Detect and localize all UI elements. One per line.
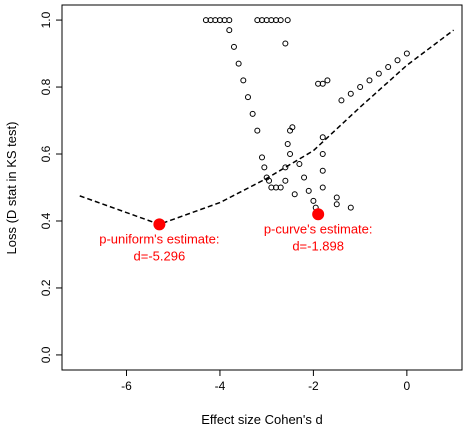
estimate-label: p-uniform's estimate: <box>99 231 219 246</box>
point <box>319 184 326 191</box>
dashed-line <box>79 29 455 226</box>
point <box>249 110 256 117</box>
point <box>301 174 308 181</box>
x-tick-label: -4 <box>215 379 226 393</box>
plot-box <box>61 4 463 371</box>
point <box>338 97 345 104</box>
estimate-label: p-curve's estimate: <box>264 221 373 236</box>
point <box>319 80 326 87</box>
point <box>254 127 261 134</box>
point <box>357 84 364 91</box>
point <box>319 134 326 141</box>
point <box>259 154 265 161</box>
point <box>310 197 317 204</box>
point <box>324 77 331 84</box>
point <box>403 50 410 57</box>
point <box>305 187 312 194</box>
y-tick-label: 1.0 <box>39 11 53 28</box>
point <box>266 177 273 184</box>
y-tick-label: 0.2 <box>39 279 53 296</box>
point <box>375 70 382 77</box>
estimate-point <box>153 218 166 231</box>
point <box>385 63 392 70</box>
point <box>277 184 284 191</box>
estimate-label: d=-1.898 <box>292 238 344 253</box>
y-tick-label: 0.0 <box>39 346 53 363</box>
point <box>226 27 233 34</box>
point <box>287 151 294 158</box>
point <box>282 40 289 47</box>
point <box>347 204 354 211</box>
point <box>347 90 354 97</box>
x-tick-label: 0 <box>404 379 411 393</box>
estimate-point <box>312 208 325 221</box>
point <box>244 94 251 101</box>
point <box>291 191 298 198</box>
point <box>289 124 296 131</box>
y-tick-label: 0.8 <box>39 78 53 95</box>
point <box>284 140 291 147</box>
x-axis-label: Effect size Cohen's d <box>201 412 322 427</box>
point <box>394 57 401 64</box>
point <box>319 151 326 158</box>
point <box>366 77 373 84</box>
point <box>333 201 340 208</box>
y-axis-label: Loss (D stat in KS test) <box>4 122 19 255</box>
point <box>282 164 289 171</box>
x-tick-label: -6 <box>121 379 132 393</box>
x-tick-label: -2 <box>308 379 319 393</box>
point <box>226 17 233 24</box>
y-tick-label: 0.4 <box>39 212 53 229</box>
estimate-label: d=-5.296 <box>134 248 186 263</box>
point <box>319 167 326 174</box>
y-tick-label: 0.6 <box>39 145 53 162</box>
point <box>261 164 268 171</box>
point <box>296 161 303 168</box>
point <box>284 17 291 24</box>
point <box>235 60 242 67</box>
point <box>230 43 237 50</box>
point <box>277 17 284 24</box>
point <box>333 194 340 201</box>
point <box>240 77 247 84</box>
point <box>282 177 289 184</box>
